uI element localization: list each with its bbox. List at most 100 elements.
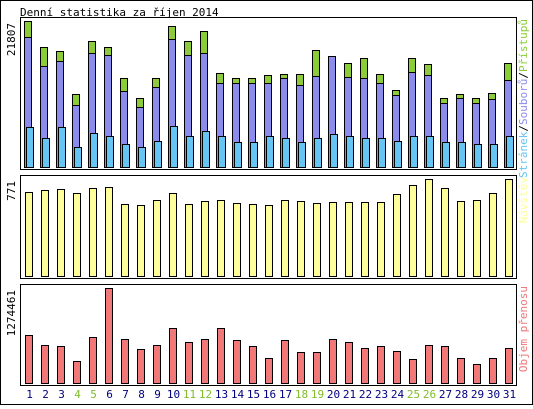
traffic-bar xyxy=(169,328,177,384)
day-label: 7 xyxy=(122,388,129,401)
pages-bar xyxy=(138,147,146,168)
traffic-bar xyxy=(265,358,273,384)
day-label: 26 xyxy=(423,388,436,401)
traffic-bar xyxy=(137,349,145,384)
visits-bar xyxy=(345,202,353,277)
pages-bar xyxy=(330,134,338,168)
day-label: 2 xyxy=(42,388,49,401)
traffic-bar xyxy=(505,348,513,384)
day-label: 17 xyxy=(279,388,292,401)
traffic-bar xyxy=(153,345,161,384)
visits-bar xyxy=(281,200,289,277)
traffic-bar xyxy=(489,358,497,384)
pages-bar xyxy=(154,141,162,168)
pages-bar xyxy=(426,136,434,168)
day-label: 29 xyxy=(471,388,484,401)
traffic-bar xyxy=(105,288,113,384)
x-axis-day-labels: 1 2 3 4 5 6 7 8 9 10 11 12 13 14 15 16 17 18 19 20 21 22 23 24 2… xyxy=(26,388,516,401)
pages-bar xyxy=(410,136,418,168)
visits-bar xyxy=(505,179,513,277)
day-label: 31 xyxy=(503,388,516,401)
y-max-label: 21807 xyxy=(5,23,18,56)
day-label: 27 xyxy=(439,388,452,401)
visits-bar xyxy=(121,204,129,277)
day-label: 1 xyxy=(26,388,33,401)
pages-bar xyxy=(474,144,482,168)
visits-bar xyxy=(473,200,481,277)
day-label: 5 xyxy=(90,388,97,401)
series-souborů xyxy=(24,37,512,168)
day-label: 4 xyxy=(74,388,81,401)
day-label: 23 xyxy=(375,388,388,401)
traffic-bar xyxy=(73,361,81,384)
pages-bar xyxy=(250,142,258,168)
day-label: 24 xyxy=(391,388,405,401)
traffic-bar xyxy=(377,346,385,384)
visits-bar xyxy=(361,202,369,277)
legend-entry: Souborů xyxy=(517,79,530,125)
legend-entry: Stránek xyxy=(517,131,530,178)
traffic-bar xyxy=(217,328,225,384)
traffic-bar xyxy=(233,340,241,384)
pages-bar xyxy=(122,144,130,168)
traffic-bar xyxy=(57,346,65,384)
visits-bar xyxy=(489,193,497,277)
pages-bar xyxy=(234,142,242,168)
pages-bar xyxy=(58,127,66,168)
legend: Stránek/Souborů/Přístupů xyxy=(517,19,530,178)
pages-bar xyxy=(346,136,354,168)
traffic-bar xyxy=(25,335,33,384)
day-label: 22 xyxy=(359,388,372,401)
legend-entry: Návštěv xyxy=(517,177,530,224)
traffic-bar xyxy=(393,351,401,384)
pages-bar xyxy=(74,147,82,168)
panel-1: 21807 Stránek/Souborů/Přístupů xyxy=(5,17,530,178)
day-label: 25 xyxy=(407,388,420,401)
day-label: 21 xyxy=(343,388,356,401)
pages-bar xyxy=(442,142,450,168)
series-stránek xyxy=(26,126,514,168)
pages-bar xyxy=(458,142,466,168)
traffic-bar xyxy=(473,364,481,384)
day-label: 12 xyxy=(199,388,212,401)
traffic-bar xyxy=(297,352,305,384)
day-label: 10 xyxy=(167,388,180,401)
traffic-bar xyxy=(441,346,449,384)
traffic-bar xyxy=(121,339,129,384)
pages-bar xyxy=(378,138,386,168)
traffic-bar xyxy=(281,340,289,384)
legend: Návštěv xyxy=(517,177,530,224)
traffic-bar xyxy=(425,345,433,384)
pages-bar xyxy=(314,138,322,168)
traffic-bar xyxy=(313,352,321,384)
day-label: 6 xyxy=(106,388,113,401)
day-label: 20 xyxy=(327,388,340,401)
legend-entry: / xyxy=(517,125,530,132)
pages-bar xyxy=(394,141,402,168)
visits-bar xyxy=(25,192,33,277)
visits-bar xyxy=(265,205,273,277)
visits-bar xyxy=(41,190,49,277)
visits-bar xyxy=(89,188,97,277)
traffic-bar xyxy=(249,346,257,384)
pages-bar xyxy=(362,138,370,168)
y-max-label: 771 xyxy=(5,181,18,201)
visits-bar xyxy=(217,200,225,277)
visits-bar xyxy=(409,185,417,277)
visits-bar xyxy=(377,202,385,277)
day-label: 16 xyxy=(263,388,276,401)
day-label: 28 xyxy=(455,388,468,401)
traffic-bar xyxy=(409,359,417,384)
visits-bar xyxy=(57,189,65,277)
series-návštěv xyxy=(25,179,513,277)
pages-bar xyxy=(506,136,514,168)
pages-bar xyxy=(170,126,178,168)
pages-bar xyxy=(186,136,194,168)
visits-bar xyxy=(249,204,257,277)
day-label: 13 xyxy=(215,388,228,401)
visits-bar xyxy=(233,203,241,277)
traffic-bar xyxy=(41,345,49,384)
pages-bar xyxy=(202,131,210,168)
pages-bar xyxy=(282,138,290,168)
